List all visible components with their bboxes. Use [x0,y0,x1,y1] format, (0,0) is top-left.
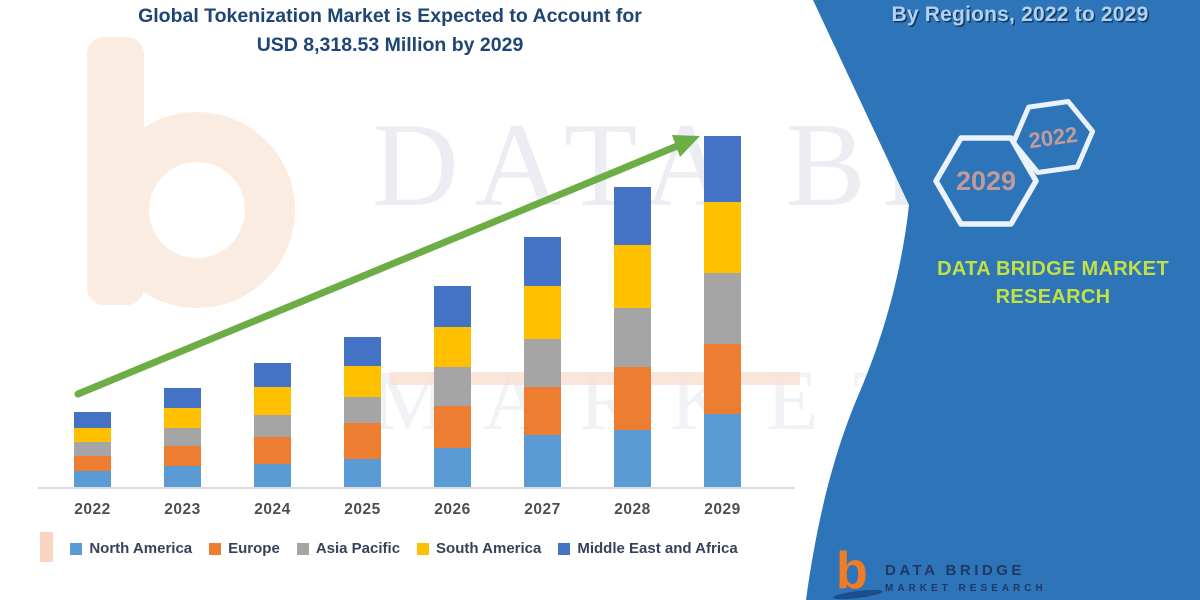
legend-item-north-america: North America [70,540,192,557]
legend-swatch-south-america [417,542,430,555]
legend-swatch-europe [209,542,222,555]
segment-asia-pacific-2025 [344,397,381,423]
x-axis-label-2022: 2022 [74,501,111,518]
trend-arrow-head [672,135,700,157]
segment-south-america-2028 [614,245,651,308]
logo-b-icon: b [836,542,868,600]
legend-item-asia-pacific: Asia Pacific [296,540,401,557]
stacked-bar-2024 [254,363,291,487]
legend-swatch-middle-east-and-africa [558,542,571,555]
hexagon-2022-outline [1010,99,1096,175]
legend-label-asia-pacific: Asia Pacific [315,540,401,557]
segment-europe-2023 [164,446,201,466]
segment-asia-pacific-2024 [254,415,291,437]
segment-south-america-2025 [344,366,381,397]
segment-north-america-2025 [344,459,381,487]
segment-europe-2022 [74,456,111,471]
segment-asia-pacific-2022 [74,442,111,456]
segment-asia-pacific-2023 [164,428,201,446]
legend-label-south-america: South America [436,540,542,557]
segment-south-america-2029 [704,202,741,273]
footer-logo-text: DATA BRIDGE MARKET RESEARCH [885,562,1047,594]
watermark-b-bowl [99,112,295,308]
legend-item-europe: Europe [209,540,280,557]
hexagon-2022-label: 2022 [1027,122,1079,154]
stacked-bar-2027 [524,237,561,487]
segment-middle-east-and-africa-2026 [434,286,471,327]
legend-item-middle-east-and-africa: Middle East and Africa [558,540,738,557]
brand-text-line1: DATA BRIDGE MARKET [937,258,1169,280]
x-axis-line [38,487,795,489]
segment-middle-east-and-africa-2027 [524,237,561,286]
side-panel-heading: By Regions, 2022 to 2029 [891,3,1149,26]
brand-text: DATA BRIDGE MARKET RESEARCH [903,255,1200,311]
segment-europe-2025 [344,423,381,459]
legend: North America Europe Asia Pacific South Ame… [40,540,768,557]
segment-south-america-2022 [74,428,111,442]
hexagon-2029: 2029 [933,135,1039,227]
chart-title: Global Tokenization Market is Expected t… [55,2,725,60]
watermark-text-data-bridge: DATA BRIDGE [372,98,1200,231]
x-axis-label-2029: 2029 [704,501,741,518]
legend-label-north-america: North America [89,540,193,557]
watermark-b-stem [87,37,144,305]
hexagon-2029-label: 2029 [956,166,1016,196]
segment-middle-east-and-africa-2025 [344,337,381,366]
legend-swatch-asia-pacific [296,542,309,555]
segment-north-america-2028 [614,430,651,487]
segment-europe-2028 [614,367,651,430]
stacked-bar-2026 [434,286,471,487]
footer-logo-subtitle: MARKET RESEARCH [885,583,1047,594]
segment-asia-pacific-2029 [704,273,741,344]
segment-north-america-2029 [704,414,741,487]
segment-north-america-2023 [164,466,201,487]
segment-south-america-2027 [524,286,561,339]
stacked-bar-2023 [164,388,201,487]
hexagon-2029-outline [933,135,1039,227]
segment-north-america-2027 [524,435,561,487]
segment-south-america-2026 [434,327,471,367]
footer-logo: b DATA BRIDGE MARKET RESEARCH [832,542,1047,600]
watermark-b-logo [87,37,295,308]
segment-asia-pacific-2028 [614,308,651,367]
segment-europe-2024 [254,437,291,464]
chart-title-line1: Global Tokenization Market is Expected t… [138,5,642,27]
segment-north-america-2026 [434,448,471,487]
segment-south-america-2024 [254,387,291,415]
watermark-text-market-research: MARKET RESEARCH [372,352,1200,448]
segment-middle-east-and-africa-2029 [704,136,741,202]
segment-asia-pacific-2026 [434,367,471,406]
legend-label-europe: Europe [228,540,280,557]
x-axis-label-2023: 2023 [164,501,201,518]
footer-logo-mark: b [832,542,884,600]
x-axis-label-2026: 2026 [434,501,471,518]
brand-text-line2: RESEARCH [995,286,1111,308]
segment-middle-east-and-africa-2023 [164,388,201,408]
x-axis-label-2024: 2024 [254,501,291,518]
chart-title-line2: USD 8,318.53 Million by 2029 [256,34,524,56]
x-axis-label-2025: 2025 [344,501,381,518]
segment-middle-east-and-africa-2024 [254,363,291,387]
x-axis-label-2028: 2028 [614,501,651,518]
stacked-bar-2022 [74,412,111,487]
footer-logo-name: DATA BRIDGE [885,562,1025,579]
segment-middle-east-and-africa-2022 [74,412,111,428]
stacked-bar-2025 [344,337,381,487]
stacked-bar-2029 [704,136,741,487]
segment-europe-2027 [524,387,561,435]
segment-middle-east-and-africa-2028 [614,187,651,245]
segment-asia-pacific-2027 [524,339,561,387]
segment-europe-2029 [704,344,741,414]
hexagon-2022: 2022 [1010,99,1096,175]
segment-south-america-2023 [164,408,201,428]
segment-north-america-2022 [74,471,111,487]
legend-swatch-north-america [70,542,83,555]
stacked-bar-2028 [614,187,651,487]
x-axis-label-2027: 2027 [524,501,561,518]
legend-item-south-america: South America [417,540,541,557]
legend-label-middle-east-and-africa: Middle East and Africa [577,540,738,557]
segment-europe-2026 [434,406,471,448]
segment-north-america-2024 [254,464,291,487]
